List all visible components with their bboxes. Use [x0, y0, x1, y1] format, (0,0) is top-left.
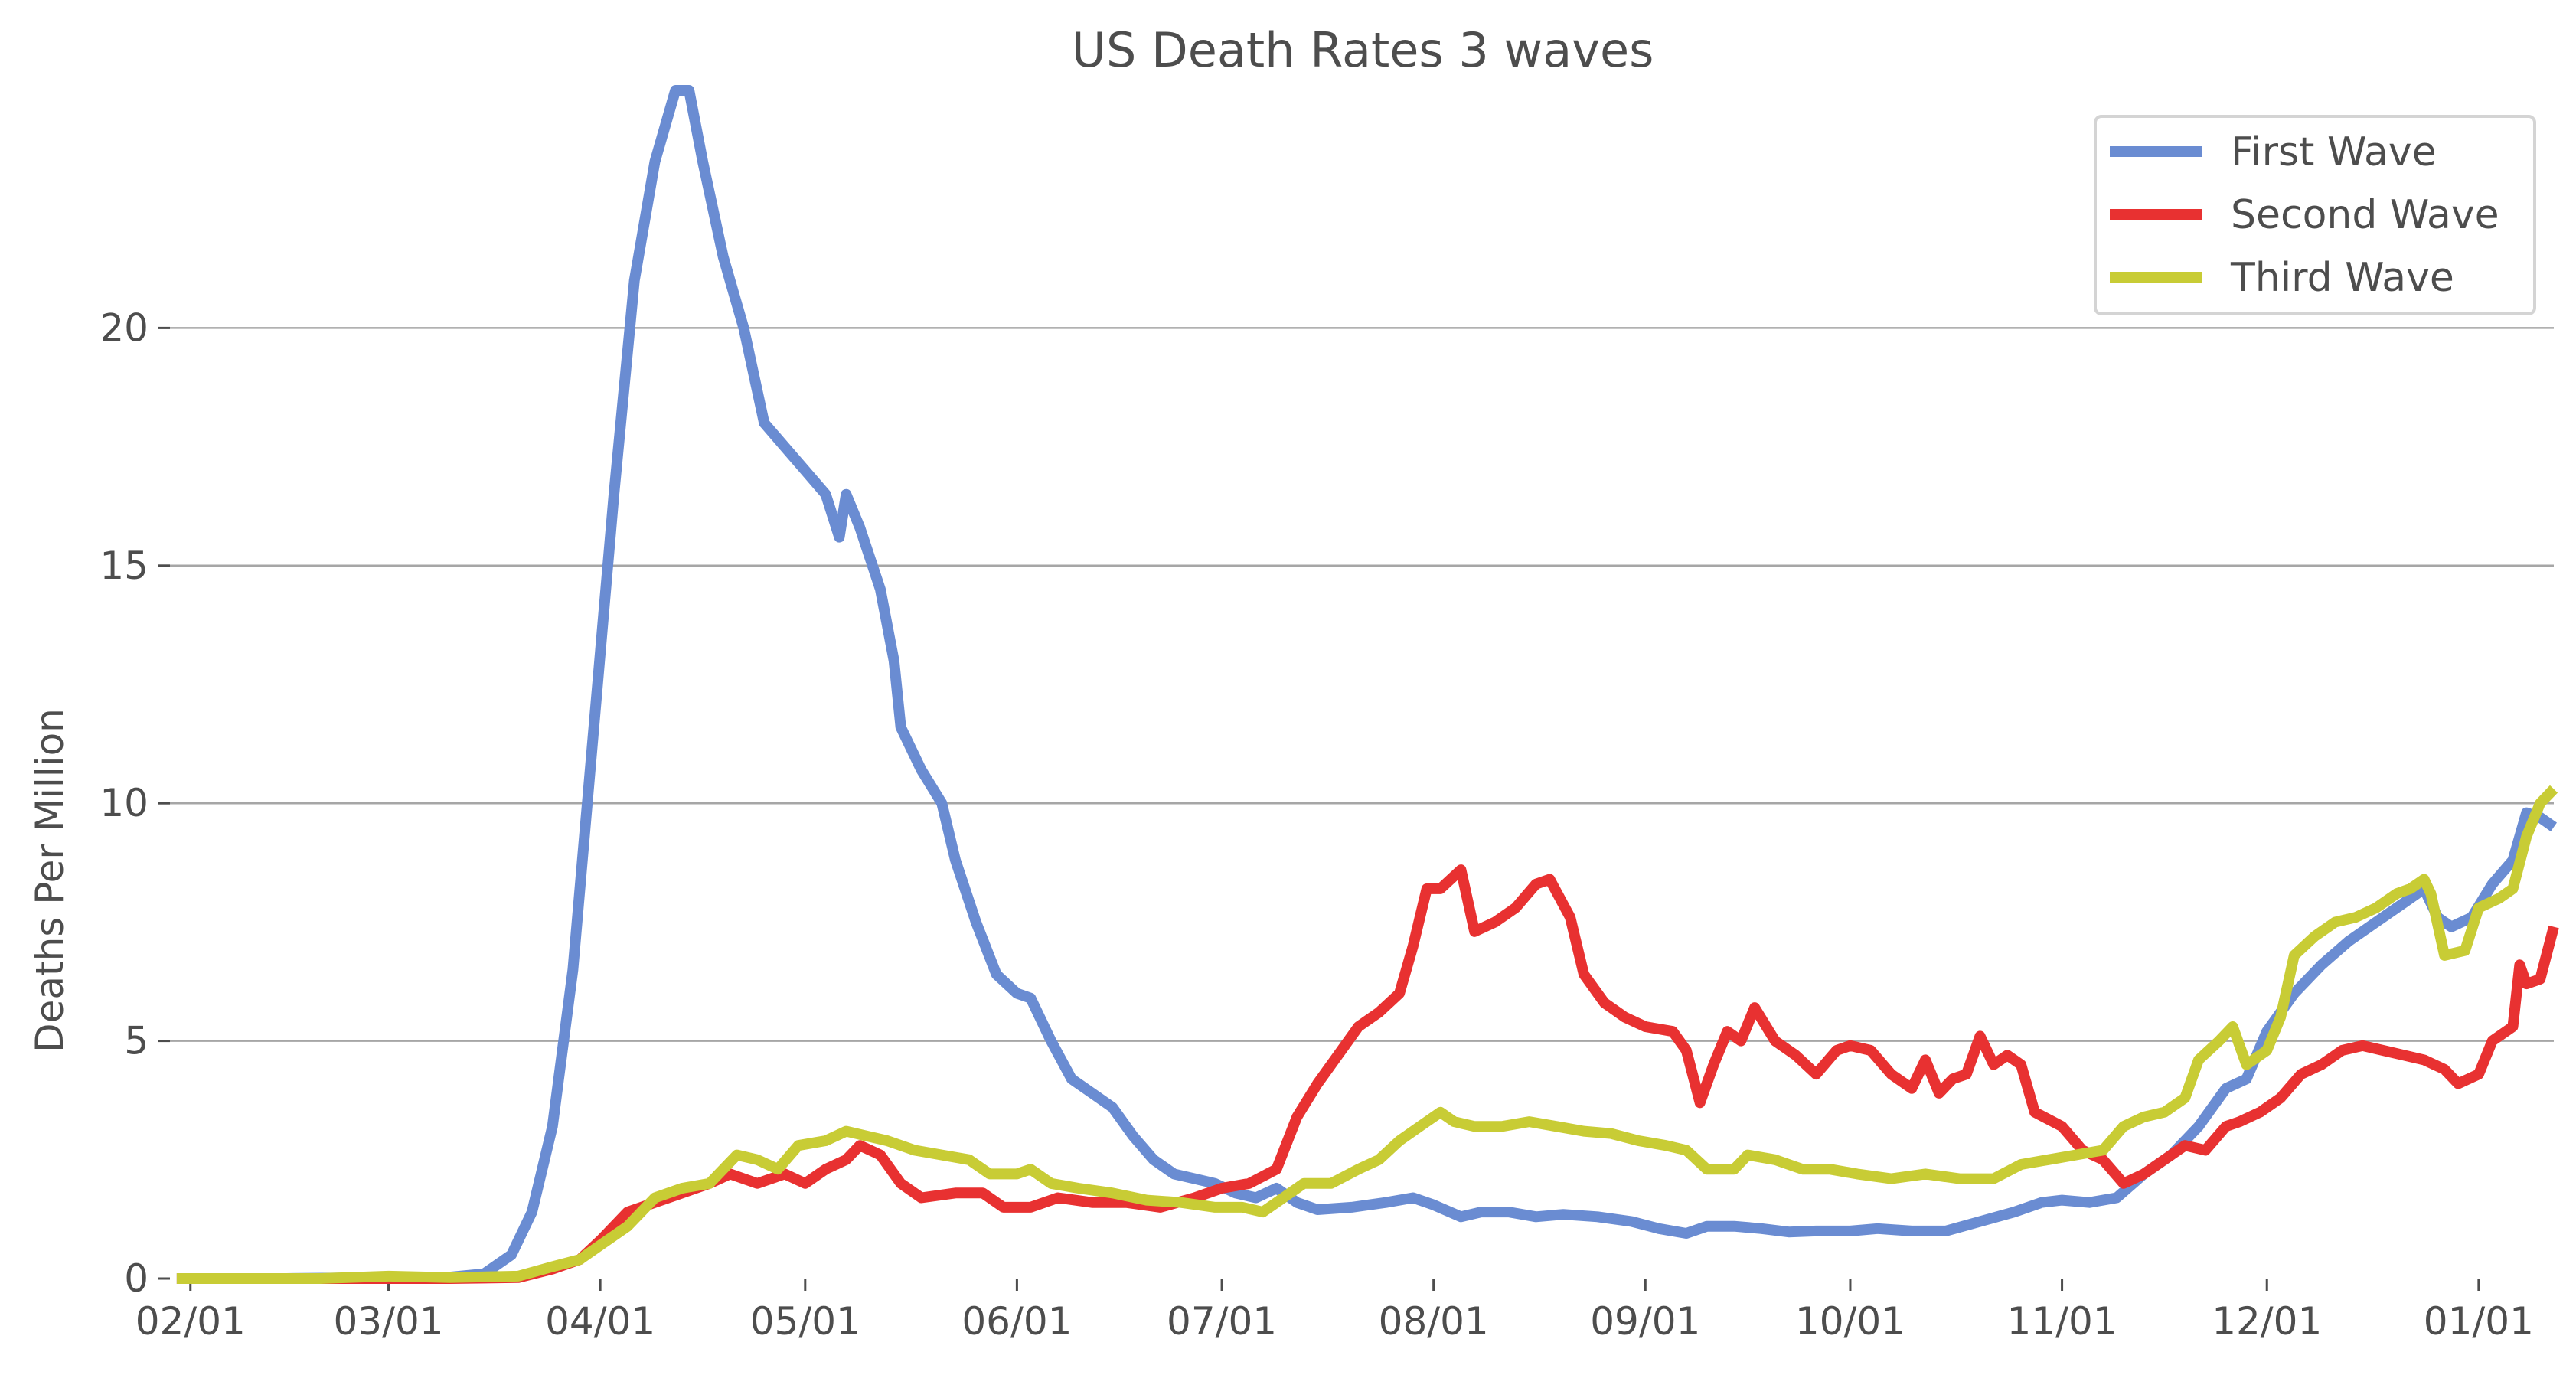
legend-label-first-wave: First Wave: [2231, 129, 2437, 175]
legend-label-third-wave: Third Wave: [2230, 255, 2454, 301]
legend-box: [2094, 115, 2536, 315]
y-tick-label: 20: [100, 305, 149, 350]
x-tick-label: 12/01: [2212, 1299, 2322, 1344]
y-tick-label: 10: [100, 781, 149, 825]
series-line-second-wave: [176, 864, 2559, 1284]
y-tick-label: 5: [124, 1019, 149, 1063]
x-tick-label: 09/01: [1590, 1299, 1700, 1344]
y-axis-ticks: 0 5 10 15 20: [100, 305, 170, 1301]
legend-label-second-wave: Second Wave: [2231, 192, 2499, 238]
chart-title: US Death Rates 3 waves: [1072, 22, 1654, 78]
x-tick-label: 02/01: [135, 1299, 246, 1344]
y-tick-label: 15: [100, 544, 149, 588]
x-tick-label: 06/01: [962, 1299, 1072, 1344]
y-axis-label: Deaths Per Million: [28, 708, 72, 1053]
series-line-first-wave: [176, 85, 2558, 1284]
x-tick-label: 05/01: [750, 1299, 860, 1344]
series-line-third-wave: [176, 785, 2558, 1284]
series-lines: [176, 85, 2559, 1284]
legend: First Wave Second Wave Third Wave: [2094, 115, 2536, 315]
x-tick-label: 03/01: [333, 1299, 443, 1344]
x-tick-label: 08/01: [1379, 1299, 1489, 1344]
x-tick-label: 04/01: [545, 1299, 655, 1344]
x-tick-label: 07/01: [1167, 1299, 1277, 1344]
x-tick-label: 11/01: [2007, 1299, 2117, 1344]
y-tick-label: 0: [124, 1256, 149, 1301]
x-tick-label: 01/01: [2424, 1299, 2534, 1344]
x-axis-ticks: 02/01 03/01 04/01 05/01 06/01 07/01 08/01 09/01…: [135, 1279, 2534, 1344]
x-tick-label: 10/01: [1795, 1299, 1905, 1344]
y-gridlines: [170, 327, 2554, 1042]
